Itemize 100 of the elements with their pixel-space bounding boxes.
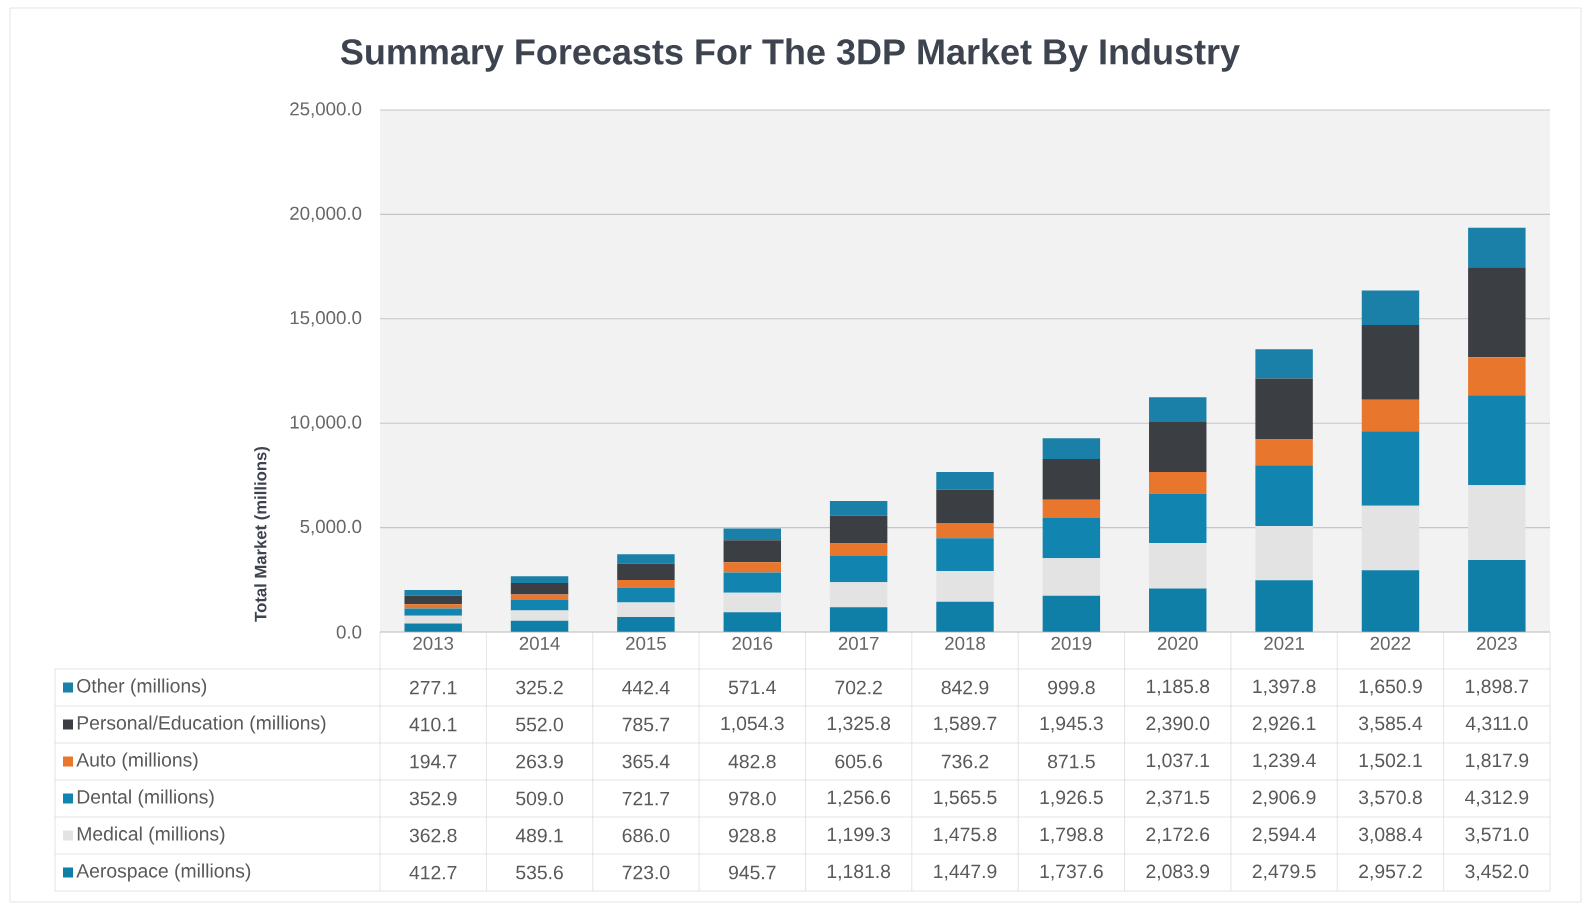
data-label: 365.4 <box>622 754 670 769</box>
data-label: 3,570.8 <box>1358 790 1422 807</box>
data-label: 277.1 <box>409 680 457 695</box>
bar <box>404 615 462 624</box>
bar <box>617 587 675 603</box>
bar <box>1361 324 1420 400</box>
bar <box>1255 378 1313 440</box>
data-label: 842.9 <box>941 680 989 695</box>
data-label: 871.5 <box>1048 754 1095 769</box>
bar <box>404 590 462 596</box>
bar <box>1361 290 1420 325</box>
bar <box>829 501 888 516</box>
bar <box>1149 543 1207 589</box>
bar <box>723 592 781 613</box>
data-label: 1,565.5 <box>934 790 997 807</box>
data-label: 702.2 <box>835 680 882 695</box>
data-label: 362.8 <box>409 828 457 843</box>
y-tick-label: 5,000.0 <box>300 519 362 536</box>
legend-label: Personal/Education (millions) <box>77 715 326 734</box>
data-label: 194.7 <box>410 754 457 769</box>
x-tick-label: 2016 <box>732 636 773 650</box>
bar <box>510 576 569 583</box>
data-label: 535.6 <box>516 865 563 880</box>
bar <box>723 562 781 573</box>
bar <box>1042 595 1101 632</box>
x-tick-label: 2017 <box>838 636 879 650</box>
bar <box>617 616 675 632</box>
data-label: 2,083.9 <box>1146 864 1210 881</box>
data-label: 1,199.3 <box>827 827 891 844</box>
data-label: 1,798.8 <box>1040 827 1103 844</box>
bar <box>936 601 994 632</box>
legend-label: Dental (millions) <box>77 789 214 808</box>
bar <box>1468 485 1526 560</box>
data-label: 1,898.7 <box>1466 679 1529 696</box>
bar <box>1042 517 1101 559</box>
bar <box>510 582 569 595</box>
bar <box>1361 570 1420 632</box>
data-label: 412.7 <box>409 865 457 880</box>
data-label: 1,397.8 <box>1253 679 1316 696</box>
bar <box>1468 357 1526 396</box>
x-tick-label: 2023 <box>1477 636 1517 650</box>
bar <box>723 572 781 593</box>
data-label: 489.1 <box>515 828 563 843</box>
data-label: 1,185.8 <box>1146 679 1210 696</box>
data-label: 686.0 <box>622 828 670 843</box>
x-tick-label: 2015 <box>626 636 666 650</box>
bar <box>1255 439 1313 466</box>
data-label: 928.8 <box>728 828 776 843</box>
bar <box>404 623 462 632</box>
data-label: 2,390.0 <box>1146 716 1210 733</box>
x-tick-label: 2019 <box>1051 636 1092 650</box>
y-tick-label: 15,000.0 <box>290 311 362 327</box>
data-label: 1,650.9 <box>1359 679 1422 696</box>
x-tick-label: 2013 <box>413 636 454 650</box>
chart-title: Summary Forecasts For The 3DP Market By Industry <box>340 38 1240 72</box>
bar <box>1361 399 1420 432</box>
bar <box>1255 580 1313 632</box>
bar <box>1255 349 1313 379</box>
bar <box>1468 559 1526 632</box>
bar <box>617 579 675 588</box>
data-label: 3,088.4 <box>1358 827 1423 844</box>
legend-label: Auto (millions) <box>76 752 198 771</box>
data-label: 723.0 <box>622 865 670 880</box>
data-label: 1,502.1 <box>1359 753 1422 770</box>
bar <box>829 607 888 632</box>
data-label: 1,817.9 <box>1466 753 1529 770</box>
data-label: 1,256.6 <box>827 790 891 807</box>
data-label: 3,452.0 <box>1465 864 1529 881</box>
data-label: 442.4 <box>622 680 670 695</box>
bar <box>1255 465 1313 527</box>
data-label: 1,239.4 <box>1253 753 1316 770</box>
data-label: 2,594.4 <box>1252 827 1316 844</box>
data-label: 263.9 <box>516 754 563 769</box>
bar <box>617 563 675 580</box>
legend-label: Medical (millions) <box>77 826 225 845</box>
bar <box>1361 431 1420 506</box>
data-label: 1,447.9 <box>934 864 997 881</box>
data-label: 352.9 <box>409 791 457 806</box>
bar <box>723 612 781 632</box>
bar <box>404 604 462 609</box>
y-tick-label: 25,000.0 <box>290 102 362 118</box>
data-label: 1,054.3 <box>721 716 784 733</box>
bar <box>1149 397 1207 423</box>
bar <box>510 599 569 611</box>
bar <box>829 582 888 608</box>
bar <box>617 554 675 564</box>
bar <box>829 556 888 583</box>
bar <box>510 610 569 621</box>
data-label: 2,172.6 <box>1146 827 1210 844</box>
data-label: 3,585.4 <box>1358 716 1423 733</box>
bar <box>936 522 994 539</box>
data-label: 2,479.5 <box>1252 864 1316 881</box>
data-label: 1,737.6 <box>1040 864 1103 881</box>
x-tick-label: 2020 <box>1157 636 1198 650</box>
data-label: 2,957.2 <box>1359 864 1422 881</box>
data-label: 552.0 <box>516 717 563 732</box>
legend-label: Other (millions) <box>77 678 207 697</box>
bar <box>1042 499 1101 518</box>
data-label: 736.2 <box>941 754 989 769</box>
data-label: 571.4 <box>728 680 776 695</box>
